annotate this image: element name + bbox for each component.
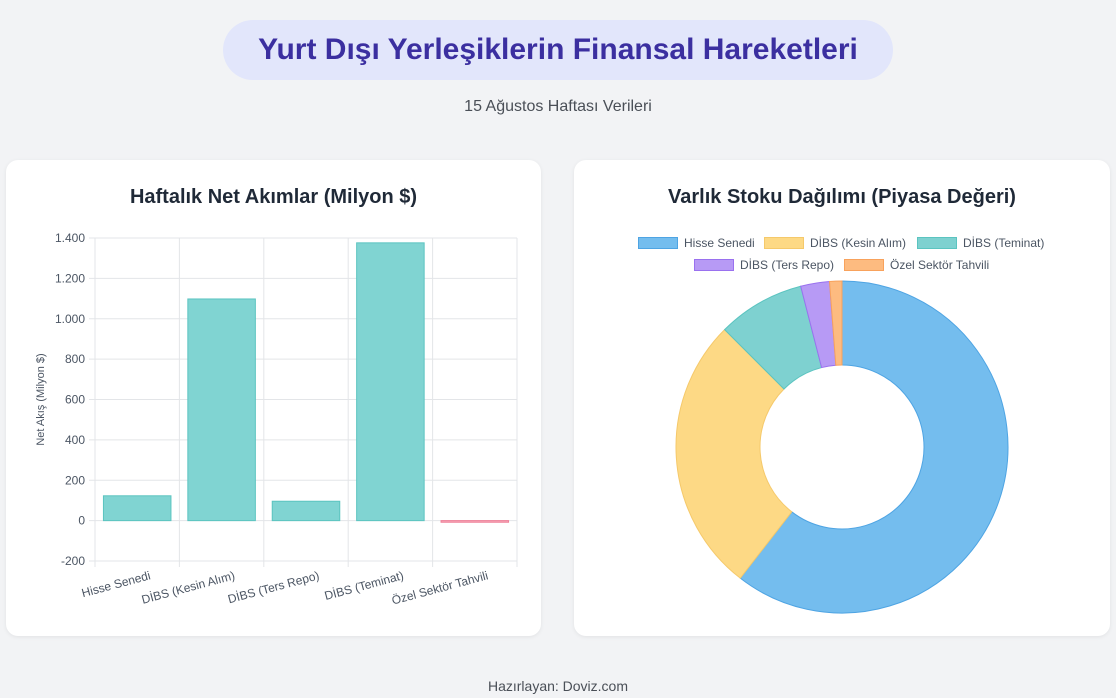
legend-swatch xyxy=(844,259,884,271)
donut-chart-card: Varlık Stoku Dağılımı (Piyasa Değeri) Hi… xyxy=(574,160,1110,636)
legend-swatch xyxy=(917,237,957,249)
x-tick-label: DİBS (Kesin Alım) xyxy=(140,568,236,606)
header-banner: Yurt Dışı Yerleşiklerin Finansal Hareket… xyxy=(223,20,893,80)
y-tick-label: 400 xyxy=(65,433,85,447)
legend-swatch xyxy=(764,237,804,249)
legend-label: Hisse Senedi xyxy=(684,236,755,250)
y-axis-label: Net Akış (Milyon $) xyxy=(35,353,47,445)
legend-item[interactable]: DİBS (Kesin Alım) xyxy=(764,236,906,250)
legend-item[interactable]: DİBS (Ters Repo) xyxy=(694,258,834,272)
x-tick-label: DİBS (Ters Repo) xyxy=(226,568,320,606)
bar xyxy=(356,242,425,522)
footer-credit: Hazırlayan: Doviz.com xyxy=(487,678,629,694)
bar-chart-title: Haftalık Net Akımlar (Milyon $) xyxy=(129,186,418,208)
bar xyxy=(440,520,510,523)
y-tick-label: 0 xyxy=(78,514,85,528)
y-tick-label: -200 xyxy=(61,554,85,568)
bar xyxy=(102,495,172,522)
legend-label: DİBS (Kesin Alım) xyxy=(810,236,907,250)
legend-label: DİBS (Teminat) xyxy=(963,236,1045,250)
donut-chart xyxy=(675,280,1009,614)
x-tick-label: Özel Sektör Tahvili xyxy=(390,568,489,607)
donut-slice xyxy=(739,280,1009,614)
legend-swatch xyxy=(694,259,734,271)
legend-item[interactable]: Özel Sektör Tahvili xyxy=(844,258,989,272)
page-title: Yurt Dışı Yerleşiklerin Finansal Hareket… xyxy=(258,33,858,66)
bar xyxy=(271,500,341,522)
legend-item[interactable]: Hisse Senedi xyxy=(638,236,755,250)
donut-slice xyxy=(828,280,843,366)
legend-label: Özel Sektör Tahvili xyxy=(890,258,990,272)
legend-swatch xyxy=(638,237,678,249)
y-tick-label: 1.400 xyxy=(55,231,85,245)
bar xyxy=(187,298,256,522)
y-tick-label: 1.200 xyxy=(55,271,85,285)
y-tick-label: 1.000 xyxy=(55,312,85,326)
legend-label: DİBS (Ters Repo) xyxy=(740,258,835,272)
y-tick-label: 600 xyxy=(65,393,85,407)
donut-slice xyxy=(675,328,793,579)
bar-chart-card: Haftalık Net Akımlar (Milyon $) -200 0 200… xyxy=(6,160,541,636)
legend-item[interactable]: DİBS (Teminat) xyxy=(917,236,1044,250)
page-subtitle: 15 Ağustos Haftası Verileri xyxy=(464,98,652,115)
y-tick-label: 800 xyxy=(65,352,85,366)
donut-chart-title: Varlık Stoku Dağılımı (Piyasa Değeri) xyxy=(668,186,1016,208)
y-tick-label: 200 xyxy=(65,473,85,487)
